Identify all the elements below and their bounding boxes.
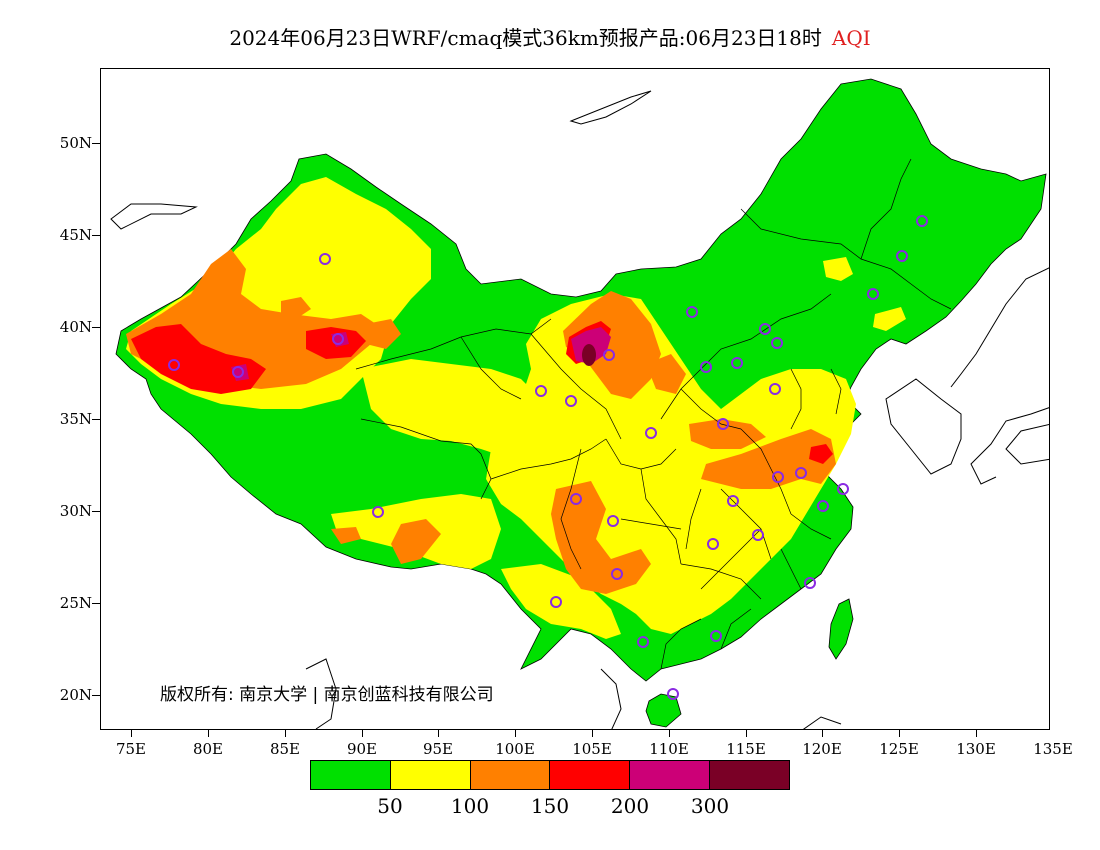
lat-tick xyxy=(92,419,100,420)
station-marker xyxy=(686,306,698,318)
copyright-notice: 版权所有: 南京大学 | 南京创蓝科技有限公司 xyxy=(160,685,494,705)
lon-tick xyxy=(669,730,670,737)
station-marker xyxy=(837,483,849,495)
station-marker xyxy=(759,323,771,335)
title-variable: AQI xyxy=(831,26,871,50)
lon-tick xyxy=(208,730,209,737)
lon-label-120e: 120E xyxy=(802,740,842,758)
lon-tick xyxy=(362,730,363,737)
lon-label-110e: 110E xyxy=(649,740,689,758)
lon-label-105e: 105E xyxy=(572,740,612,758)
station-marker xyxy=(867,288,879,300)
station-marker xyxy=(611,568,623,580)
legend-label-300: 300 xyxy=(690,794,730,818)
lat-tick xyxy=(92,235,100,236)
lon-label-135e: 135E xyxy=(1033,740,1073,758)
taiwan-island xyxy=(828,598,854,660)
lon-label-125e: 125E xyxy=(879,740,919,758)
lon-label-115e: 115E xyxy=(726,740,766,758)
station-marker xyxy=(550,596,562,608)
legend-label-100: 100 xyxy=(450,794,490,818)
station-marker xyxy=(667,688,679,700)
station-marker xyxy=(565,395,577,407)
lon-label-130e: 130E xyxy=(956,740,996,758)
lat-label-45n: 45N xyxy=(59,226,92,244)
legend-swatch-hazardous xyxy=(710,761,789,789)
hainan-island xyxy=(645,693,682,728)
station-marker xyxy=(752,529,764,541)
lon-tick xyxy=(438,730,439,737)
station-marker xyxy=(319,253,331,265)
lon-tick xyxy=(285,730,286,737)
station-marker xyxy=(772,471,784,483)
station-marker xyxy=(717,418,729,430)
lat-tick xyxy=(92,327,100,328)
lat-tick xyxy=(92,511,100,512)
legend-label-150: 150 xyxy=(530,794,570,818)
lon-tick xyxy=(746,730,747,737)
station-marker xyxy=(332,333,344,345)
lon-label-75e: 75E xyxy=(115,740,147,758)
station-markers xyxy=(168,215,928,700)
station-marker xyxy=(570,493,582,505)
lon-label-80e: 80E xyxy=(192,740,224,758)
station-marker xyxy=(232,366,244,378)
lat-label-50n: 50N xyxy=(59,134,92,152)
lat-label-20n: 20N xyxy=(59,686,92,704)
lat-label-40n: 40N xyxy=(59,318,92,336)
station-marker xyxy=(804,577,816,589)
station-marker xyxy=(731,357,743,369)
lon-tick xyxy=(976,730,977,737)
legend-label-200: 200 xyxy=(610,794,650,818)
lat-tick xyxy=(92,603,100,604)
lat-tick xyxy=(92,695,100,696)
lat-label-25n: 25N xyxy=(59,594,92,612)
station-marker xyxy=(771,337,783,349)
lon-label-90e: 90E xyxy=(346,740,378,758)
station-marker xyxy=(535,385,547,397)
lon-tick xyxy=(822,730,823,737)
legend-swatch-moderate xyxy=(390,761,471,789)
station-marker xyxy=(896,250,908,262)
aqi-legend xyxy=(310,760,790,790)
station-marker xyxy=(769,383,781,395)
lon-tick xyxy=(899,730,900,737)
station-marker xyxy=(727,495,739,507)
lon-label-95e: 95E xyxy=(422,740,454,758)
station-marker xyxy=(916,215,928,227)
legend-swatch-good xyxy=(311,761,391,789)
station-marker xyxy=(168,359,180,371)
lat-label-30n: 30N xyxy=(59,502,92,520)
lon-label-85e: 85E xyxy=(269,740,301,758)
lat-tick xyxy=(92,143,100,144)
map-panel xyxy=(100,68,1050,730)
station-marker xyxy=(645,427,657,439)
station-marker xyxy=(637,636,649,648)
station-marker xyxy=(607,515,619,527)
station-marker xyxy=(372,506,384,518)
station-marker xyxy=(707,538,719,550)
legend-swatch-very-unhealthy xyxy=(630,761,711,789)
lon-label-100e: 100E xyxy=(495,740,535,758)
legend-swatch-usg xyxy=(470,761,551,789)
station-marker xyxy=(817,500,829,512)
aqi-map xyxy=(110,78,1049,729)
aqi-region-hazardous xyxy=(582,344,596,366)
lon-tick xyxy=(131,730,132,737)
station-marker xyxy=(603,349,615,361)
title-main: 2024年06月23日WRF/cmaq模式36km预报产品:06月23日18时 xyxy=(229,26,822,50)
map-title: 2024年06月23日WRF/cmaq模式36km预报产品:06月23日18时 A… xyxy=(0,22,1100,51)
station-marker xyxy=(700,361,712,373)
lon-tick xyxy=(515,730,516,737)
lon-tick xyxy=(592,730,593,737)
province-boundaries xyxy=(355,158,952,670)
legend-label-50: 50 xyxy=(377,794,403,818)
lat-label-35n: 35N xyxy=(59,410,92,428)
legend-swatch-unhealthy xyxy=(550,761,631,789)
station-marker xyxy=(710,630,722,642)
station-marker xyxy=(795,467,807,479)
